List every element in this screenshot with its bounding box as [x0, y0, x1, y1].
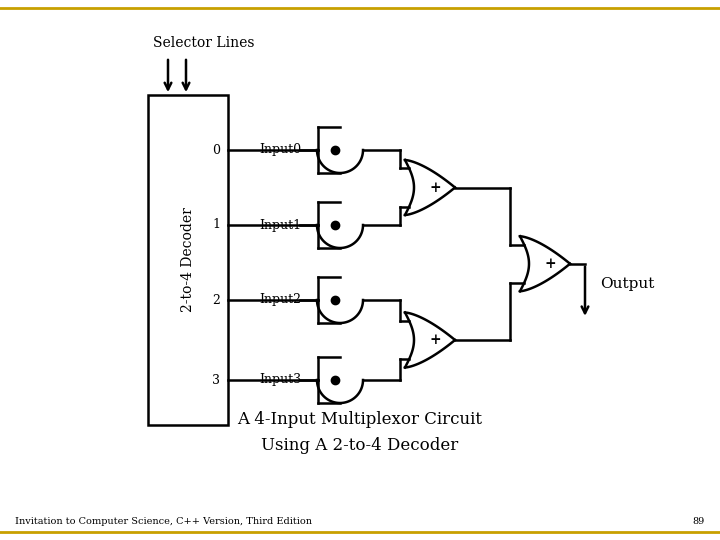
Text: 3: 3 [212, 374, 220, 387]
Text: Input1: Input1 [259, 219, 301, 232]
Text: Output: Output [600, 276, 654, 291]
Text: 1: 1 [212, 219, 220, 232]
Text: Selector Lines: Selector Lines [153, 36, 254, 50]
Text: A 4-Input Multiplexor Circuit: A 4-Input Multiplexor Circuit [238, 411, 482, 429]
Text: 89: 89 [693, 517, 705, 526]
Text: Using A 2-to-4 Decoder: Using A 2-to-4 Decoder [261, 436, 459, 454]
Text: +: + [544, 256, 556, 271]
Text: 2-to-4 Decoder: 2-to-4 Decoder [181, 207, 195, 313]
Text: 2: 2 [212, 294, 220, 307]
Bar [148, 95, 228, 425]
Text: 0: 0 [212, 144, 220, 157]
Text: +: + [429, 180, 441, 194]
Text: Input3: Input3 [259, 374, 301, 387]
Text: +: + [429, 333, 441, 347]
Text: Invitation to Computer Science, C++ Version, Third Edition: Invitation to Computer Science, C++ Vers… [15, 517, 312, 526]
Text: Input2: Input2 [259, 294, 301, 307]
Text: Input0: Input0 [259, 144, 301, 157]
